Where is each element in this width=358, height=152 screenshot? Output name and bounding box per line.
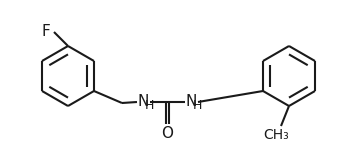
Text: N: N <box>186 93 197 109</box>
Text: H: H <box>145 99 154 112</box>
Text: N: N <box>138 93 149 109</box>
Text: O: O <box>161 126 173 140</box>
Text: F: F <box>42 24 50 38</box>
Text: CH₃: CH₃ <box>263 128 289 142</box>
Text: H: H <box>193 99 202 112</box>
